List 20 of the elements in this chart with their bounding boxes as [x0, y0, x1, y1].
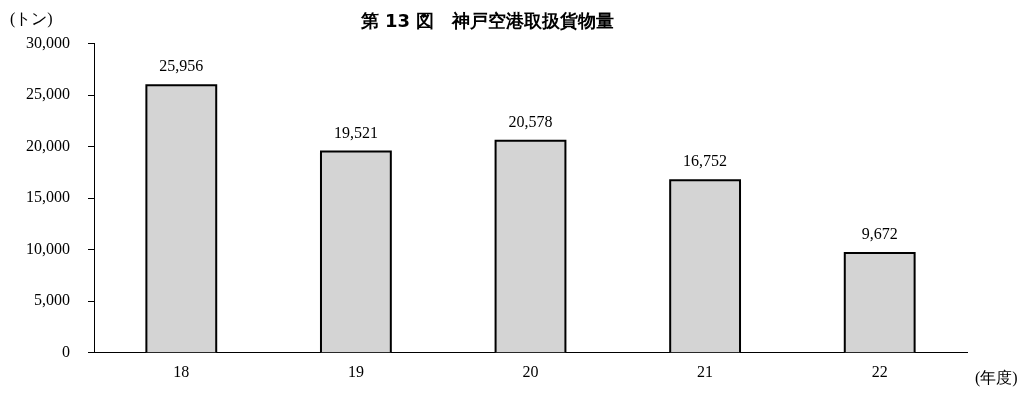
x-tick-label: 19	[347, 362, 364, 380]
y-tick-label: 5,000	[34, 291, 70, 309]
chart-title: 第 13 図 神戸空港取扱貨物量	[359, 10, 615, 32]
x-tick-label: 21	[697, 362, 714, 380]
y-tick-label: 10,000	[26, 239, 70, 257]
y-tick-label: 0	[62, 343, 70, 360]
data-label: 19,521	[333, 123, 378, 141]
x-tick-label: 22	[871, 362, 888, 380]
data-label: 9,672	[861, 225, 898, 243]
data-label: 20,578	[508, 112, 553, 130]
y-tick-label: 15,000	[26, 188, 70, 206]
y-tick-label: 25,000	[26, 85, 70, 103]
data-label: 16,752	[683, 152, 728, 170]
data-label: 25,956	[159, 57, 204, 75]
y-tick-label: 30,000	[26, 33, 70, 51]
x-tick-label: 18	[173, 362, 190, 380]
x-axis-title: (年度)	[975, 369, 1018, 387]
y-axis-title: (トン)	[10, 10, 53, 29]
x-tick-label: 20	[522, 362, 539, 380]
y-tick-label: 20,000	[26, 136, 70, 154]
